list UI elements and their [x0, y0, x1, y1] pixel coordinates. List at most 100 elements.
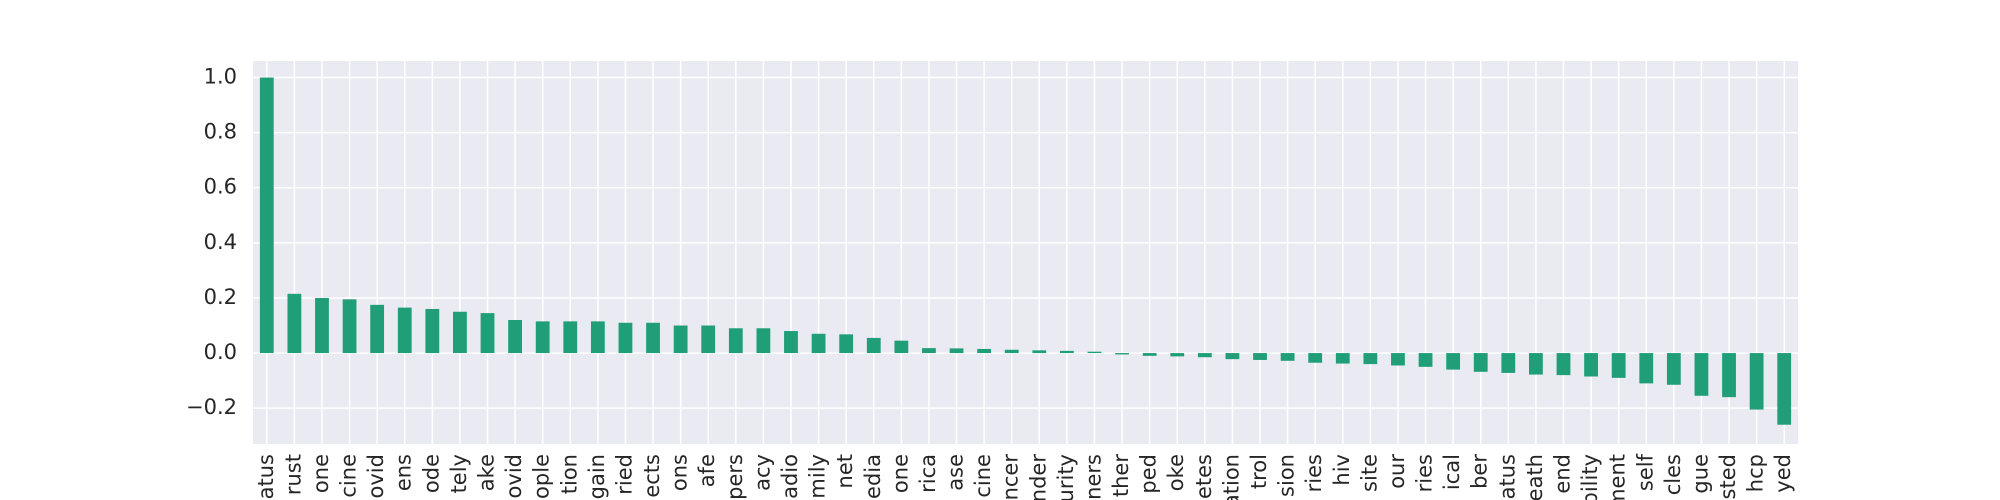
bar [397, 307, 412, 354]
bar [1694, 353, 1709, 396]
x-tick-label: sted [1716, 454, 1740, 499]
bar [342, 299, 357, 354]
x-tick-label: one [888, 454, 912, 493]
bar [453, 311, 467, 354]
bar [756, 328, 771, 354]
x-tick-label: hcp [1744, 454, 1768, 492]
bar [1418, 353, 1433, 367]
bar [1280, 353, 1295, 361]
bar [1446, 353, 1461, 370]
x-tick-label: ode [419, 454, 443, 493]
bar [1032, 350, 1047, 354]
x-tick-label: tely [447, 454, 471, 493]
bar [949, 348, 964, 354]
x-tick-label: ation [1219, 454, 1243, 500]
y-tick-label: 0.2 [204, 285, 237, 309]
bar [1391, 353, 1405, 366]
x-tick-label: site [1357, 454, 1381, 492]
x-tick-label: gain [585, 454, 609, 499]
bar [1501, 353, 1516, 373]
bar [1722, 353, 1736, 398]
y-tick-label: 1.0 [204, 65, 237, 89]
x-tick-label: ried [612, 454, 636, 495]
y-tick-label: 0.0 [204, 340, 237, 364]
bar [1004, 349, 1019, 354]
x-tick-label: atus [1495, 454, 1519, 499]
x-tick-label: ople [530, 454, 554, 499]
x-tick-label: ovid [364, 454, 388, 498]
x-tick-label: cles [1661, 454, 1685, 495]
x-tick-label: ovid [502, 454, 526, 498]
bar [508, 320, 522, 354]
bar [1308, 353, 1323, 363]
x-tick-label: tion [557, 454, 581, 494]
bar [894, 340, 909, 354]
x-tick-label: ncer [999, 454, 1023, 500]
x-tick-label: ens [392, 454, 416, 491]
x-tick-label: one [309, 454, 333, 493]
bar [977, 348, 992, 354]
bar [1059, 350, 1074, 354]
bar [1584, 353, 1598, 377]
y-tick-label: 0.6 [204, 175, 237, 199]
y-tick-label: 0.4 [204, 230, 237, 254]
x-tick-label: ries [1302, 454, 1326, 492]
x-tick-label: ical [1440, 454, 1464, 490]
x-tick-label: nder [1026, 454, 1050, 500]
y-tick-label: 0.8 [204, 120, 237, 144]
bar [1529, 353, 1543, 375]
bar [1473, 353, 1488, 372]
x-tick-label: hiv [1330, 454, 1354, 486]
bar [1115, 353, 1129, 355]
bar [315, 297, 329, 354]
bar [618, 322, 633, 354]
x-tick-label: rica [916, 454, 940, 493]
x-tick-label: cine [337, 454, 361, 498]
x-tick-label: atus [254, 454, 278, 499]
bar [480, 313, 495, 354]
x-tick-label: ment [1606, 454, 1630, 500]
bar [646, 322, 660, 354]
x-tick-label: bility [1578, 454, 1602, 500]
x-tick-label: edia [861, 454, 885, 499]
bar [839, 334, 854, 354]
bar [1666, 353, 1681, 385]
bar [701, 325, 716, 354]
y-tick-label: −0.2 [186, 395, 237, 419]
bar [590, 321, 605, 354]
bar [563, 321, 578, 354]
x-tick-label: etes [1192, 454, 1216, 499]
bar [535, 321, 550, 354]
bar [1253, 353, 1267, 360]
x-tick-label: mily [806, 454, 830, 499]
x-tick-label: end [1550, 454, 1574, 494]
bar [1225, 353, 1240, 360]
x-tick-label: trol [1247, 454, 1271, 489]
bar [259, 77, 274, 354]
x-tick-label: rust [281, 454, 305, 495]
x-tick-label: ase [944, 454, 968, 491]
bar [922, 348, 936, 354]
bar [1639, 353, 1654, 384]
x-tick-label: pers [723, 454, 747, 500]
x-tick-label: our [1385, 454, 1409, 489]
x-tick-label: ons [668, 454, 692, 491]
bar [1777, 353, 1792, 425]
x-tick-label: ake [475, 454, 499, 491]
x-tick-label: self [1633, 453, 1657, 491]
bar [673, 325, 688, 354]
bar [1749, 353, 1764, 410]
bar [1335, 353, 1350, 364]
x-tick-label: oke [1164, 454, 1188, 491]
x-tick-label: cine [971, 454, 995, 498]
x-tick-label: ects [640, 454, 664, 498]
bar [287, 293, 302, 354]
bar [1363, 353, 1378, 365]
bar [1556, 353, 1571, 376]
bar [1142, 353, 1157, 356]
x-tick-label: afe [695, 454, 719, 487]
x-tick-label: adio [778, 454, 802, 499]
x-tick-label: ber [1468, 454, 1492, 489]
bar [811, 333, 826, 354]
